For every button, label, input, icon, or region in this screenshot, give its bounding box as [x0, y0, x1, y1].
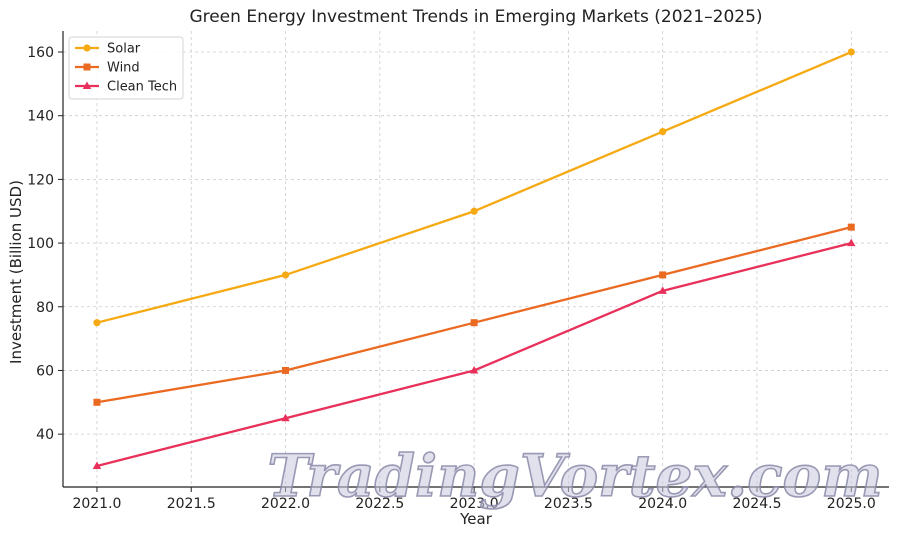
y-tick-label: 140	[27, 109, 54, 125]
chart-title: Green Energy Investment Trends in Emergi…	[189, 7, 762, 27]
series-line-clean-tech	[96, 241, 852, 468]
data-point-solar	[281, 271, 290, 279]
legend-item-clean-tech: Clean Tech	[75, 80, 177, 95]
x-tick-label: 2021.5	[167, 496, 216, 512]
data-point-clean-tech	[281, 413, 290, 422]
legend-marker-solar	[83, 44, 91, 52]
x-axis-label: Year	[459, 510, 493, 528]
data-point-clean-tech	[658, 286, 667, 294]
data-point-wind	[659, 271, 667, 279]
y-tick-label: 100	[27, 236, 54, 252]
series-clean-tech	[92, 238, 856, 469]
x-tick-label: 2023.0	[450, 496, 499, 512]
x-tick-label: 2023.5	[544, 496, 593, 512]
y-tick-label: 160	[27, 45, 54, 61]
legend-marker-clean-tech	[82, 81, 92, 89]
data-point-clean-tech	[469, 365, 479, 374]
y-tick-label: 120	[27, 172, 54, 188]
data-point-clean-tech	[847, 238, 856, 247]
x-tick-label: 2024.5	[732, 496, 781, 512]
legend-item-solar: Solar	[75, 42, 141, 57]
series-layer	[92, 48, 856, 469]
x-tick-label: 2022.0	[261, 496, 310, 512]
legend-label-clean-tech: Clean Tech	[107, 80, 177, 95]
data-point-wind	[282, 366, 290, 374]
y-axis-label: Investment (Billion USD)	[7, 180, 25, 364]
legend-marker-wind	[83, 63, 91, 71]
grid	[63, 31, 889, 487]
data-point-wind	[470, 319, 478, 327]
legend-label-solar: Solar	[107, 42, 141, 57]
series-wind	[93, 223, 855, 406]
legend: Solar Wind Clean Tech	[68, 36, 184, 100]
y-tick-label: 80	[36, 300, 54, 316]
data-point-wind	[847, 223, 855, 231]
data-point-solar	[470, 207, 478, 215]
data-point-clean-tech	[92, 461, 102, 469]
x-tick-label: 2021.0	[72, 496, 121, 512]
legend-item-wind: Wind	[75, 61, 140, 76]
data-point-solar	[847, 48, 855, 56]
data-point-solar	[659, 128, 667, 136]
x-tick-label: 2025.0	[827, 496, 876, 512]
y-tick-label: 60	[36, 363, 54, 379]
axes: 2021.0 2021.5 2022.0 2022.5 2023.0 2023.5 2024…	[27, 31, 889, 512]
x-tick-label: 2024.0	[638, 496, 687, 512]
data-point-solar	[93, 319, 101, 327]
x-tick-label: 2022.5	[355, 496, 404, 512]
watermark-text: TradingVortex.com	[267, 442, 882, 510]
series-solar	[93, 48, 855, 327]
legend-box	[68, 36, 184, 100]
data-point-wind	[93, 398, 101, 406]
y-tick-label: 40	[36, 427, 54, 443]
legend-label-wind: Wind	[107, 61, 140, 76]
